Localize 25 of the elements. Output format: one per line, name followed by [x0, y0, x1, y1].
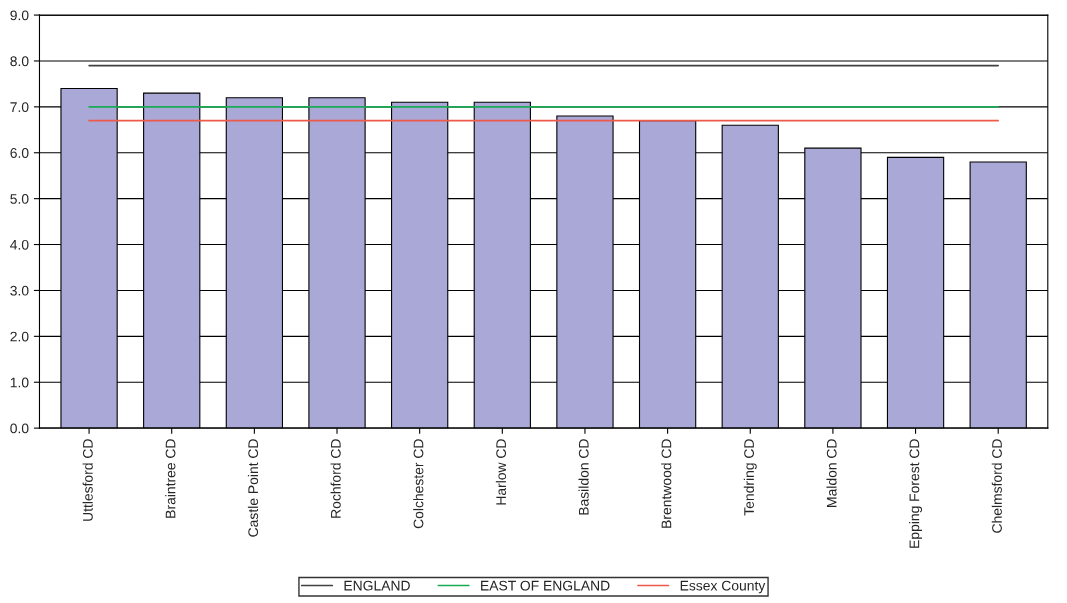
y-tick-label: 1.0: [10, 377, 29, 388]
x-tick-label: Colchester CD: [413, 439, 424, 529]
x-tick-label: Harlow CD: [495, 439, 507, 505]
x-tick-label: Uttlesford CD: [82, 439, 93, 521]
x-tick-label: Rochford CD: [330, 439, 341, 518]
x-tick-label: Chelmsford CD: [991, 439, 1002, 533]
y-tick-label: 0.0: [10, 423, 29, 434]
x-tick-label: Tendring CD: [743, 439, 757, 516]
y-tick-label: 3.0: [10, 285, 29, 296]
y-tick-label: 8.0: [10, 56, 29, 67]
x-tick-label: Braintree CD: [165, 439, 176, 518]
y-tick-label: 7.0: [10, 102, 29, 113]
x-tick-label: Maldon CD: [826, 439, 837, 507]
x-tick-label: Brentwood CD: [661, 439, 672, 528]
legend-label: EAST OF ENGLAND: [481, 580, 610, 591]
y-tick-label: 9.0: [10, 10, 29, 21]
x-tick-label: Castle Point CD: [247, 439, 259, 537]
y-tick-label: 4.0: [10, 239, 29, 250]
x-tick-label: Basildon CD: [578, 439, 589, 515]
y-tick-label: 2.0: [10, 331, 29, 342]
x-tick-label: Epping Forest CD: [909, 439, 923, 548]
y-tick-label: 5.0: [10, 193, 29, 204]
legend-label: Essex County: [680, 580, 766, 594]
legend-label: ENGLAND: [344, 580, 410, 591]
y-tick-label: 6.0: [10, 148, 29, 158]
